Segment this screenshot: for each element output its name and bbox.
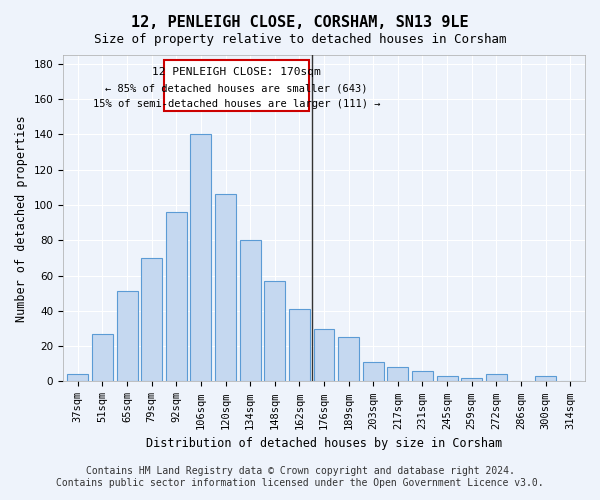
Bar — [486, 374, 507, 382]
Bar — [67, 374, 88, 382]
Bar — [116, 292, 137, 382]
Bar — [412, 371, 433, 382]
Bar — [215, 194, 236, 382]
Bar — [363, 362, 384, 382]
Text: 12 PENLEIGH CLOSE: 170sqm: 12 PENLEIGH CLOSE: 170sqm — [152, 68, 321, 78]
Text: Contains HM Land Registry data © Crown copyright and database right 2024.
Contai: Contains HM Land Registry data © Crown c… — [56, 466, 544, 487]
Y-axis label: Number of detached properties: Number of detached properties — [15, 115, 28, 322]
Text: ← 85% of detached houses are smaller (643): ← 85% of detached houses are smaller (64… — [106, 83, 368, 93]
Bar — [535, 376, 556, 382]
Text: Size of property relative to detached houses in Corsham: Size of property relative to detached ho… — [94, 32, 506, 46]
Bar — [437, 376, 458, 382]
Text: 12, PENLEIGH CLOSE, CORSHAM, SN13 9LE: 12, PENLEIGH CLOSE, CORSHAM, SN13 9LE — [131, 15, 469, 30]
Bar — [289, 309, 310, 382]
Text: 15% of semi-detached houses are larger (111) →: 15% of semi-detached houses are larger (… — [93, 99, 380, 109]
Bar — [265, 281, 285, 382]
Bar — [338, 338, 359, 382]
Bar — [388, 368, 409, 382]
Bar — [92, 334, 113, 382]
X-axis label: Distribution of detached houses by size in Corsham: Distribution of detached houses by size … — [146, 437, 502, 450]
FancyBboxPatch shape — [164, 60, 309, 112]
Bar — [190, 134, 211, 382]
Bar — [166, 212, 187, 382]
Bar — [141, 258, 162, 382]
Bar — [239, 240, 260, 382]
Bar — [314, 328, 334, 382]
Bar — [461, 378, 482, 382]
